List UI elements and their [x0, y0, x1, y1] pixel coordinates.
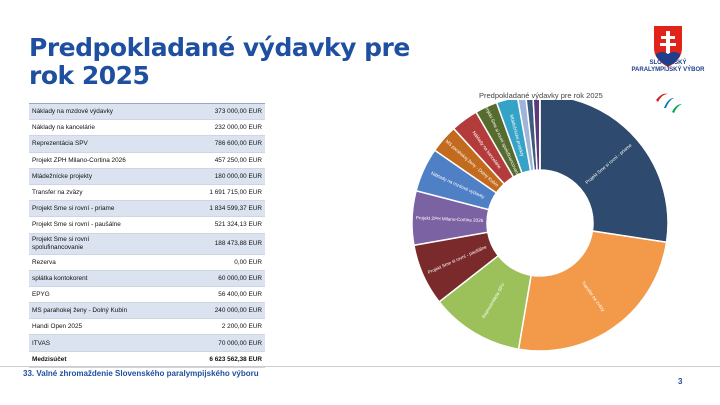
row-amount: 188 473,88 EUR: [145, 233, 265, 255]
row-label: Projekt Sme si rovní - priame: [29, 200, 145, 218]
row-amount: 232 000,00 EUR: [145, 119, 265, 137]
row-label: Náklady na kancelárie: [29, 119, 145, 137]
table-row: Transfer na zväzy 1 691 715,00 EUR: [29, 184, 265, 202]
row-label: Transfer na zväzy: [29, 184, 145, 202]
table-row: Projekt Sme si rovní - paušálne 521 324,1…: [29, 216, 265, 234]
row-label: Mládežnícke projekty: [29, 168, 145, 185]
spv-logo-icon: [654, 26, 682, 113]
row-label: EPYG: [29, 286, 145, 304]
table-row: Mládežnícke projekty 180 000,00 EUR: [29, 168, 265, 185]
logo-hills: [656, 52, 680, 66]
row-amount: 786 600,00 EUR: [145, 135, 265, 153]
row-amount: 1 834 599,37 EUR: [145, 200, 265, 218]
donut-slice: [517, 230, 668, 352]
row-amount: 0,00 EUR: [145, 254, 265, 271]
page-number: 3: [678, 377, 683, 386]
row-label: Náklady na mzdové výdavky: [29, 102, 145, 121]
row-amount: 373 000,00 EUR: [145, 102, 265, 121]
agitos-green: [672, 104, 682, 113]
slide-title: Predpokladané výdavky pre rok 2025: [29, 33, 410, 90]
table-row: Projekt Sme si rovní spolufinancovanie 18…: [29, 233, 265, 255]
table-row: Projekt ZPH Milano-Cortina 2026 457 250,0…: [29, 152, 265, 169]
slice-label: Projekt ZPH Milano-Cortina 2026: [416, 215, 484, 223]
row-amount: 180 000,00 EUR: [145, 168, 265, 185]
footer-text: 33. Valné zhromaždenie Slovenského paral…: [23, 369, 259, 378]
table-row: Reprezentácia SPV 786 600,00 EUR: [29, 135, 265, 153]
row-amount: 521 324,13 EUR: [145, 216, 265, 234]
row-label: Handi Open 2025: [29, 318, 145, 336]
logo-cross: [660, 31, 676, 54]
row-label: splátka kontokorent: [29, 270, 145, 287]
row-label: Projekt Sme si rovní spolufinancovanie: [29, 233, 145, 255]
footer-divider: [0, 366, 720, 367]
table-row: Rezerva 0,00 EUR: [29, 254, 265, 271]
row-label: Reprezentácia SPV: [29, 135, 145, 153]
row-amount: 457 250,00 EUR: [145, 152, 265, 169]
agitos-blue: [664, 98, 674, 108]
row-amount: 60 000,00 EUR: [145, 270, 265, 287]
row-amount: 2 200,00 EUR: [145, 318, 265, 336]
donut-slice: [539, 100, 669, 244]
row-label: Projekt Sme si rovní - paušálne: [29, 216, 145, 234]
expenses-table: Náklady na mzdové výdavky 373 000,00 EUR …: [29, 102, 265, 368]
row-label: Projekt ZPH Milano-Cortina 2026: [29, 152, 145, 169]
table-row: splátka kontokorent 60 000,00 EUR: [29, 270, 265, 287]
logo-text: SLOVENSKÝ PARALYMPIJSKÝ VÝBOR: [628, 60, 708, 74]
table-row: Projekt Sme si rovní - priame 1 834 599,3…: [29, 200, 265, 218]
row-label: ITVAS: [29, 334, 145, 352]
row-amount: 1 691 715,00 EUR: [145, 184, 265, 202]
row-amount: 56 400,00 EUR: [145, 286, 265, 304]
table-total-row: Medzisúčet 6 623 562,38 EUR: [29, 351, 265, 368]
table-row: MS parahokej ženy - Dolný Kubín 240 000,0…: [29, 302, 265, 320]
table-row: Náklady na mzdové výdavky 373 000,00 EUR: [29, 102, 265, 121]
table-row: EPYG 56 400,00 EUR: [29, 286, 265, 304]
table-row: Handi Open 2025 2 200,00 EUR: [29, 318, 265, 336]
table-row: Náklady na kancelárie 232 000,00 EUR: [29, 119, 265, 137]
chart-title: Predpokladané výdavky pre rok 2025: [479, 91, 603, 100]
row-amount: 240 000,00 EUR: [145, 302, 265, 320]
agitos-red: [656, 93, 668, 102]
logo-text-label: SLOVENSKÝ PARALYMPIJSKÝ VÝBOR: [631, 60, 705, 73]
total-amount: 6 623 562,38 EUR: [145, 351, 265, 368]
row-label: Rezerva: [29, 254, 145, 271]
total-label: Medzisúčet: [29, 351, 145, 368]
row-label: MS parahokej ženy - Dolný Kubín: [29, 302, 145, 320]
row-amount: 70 000,00 EUR: [145, 334, 265, 352]
table-row: ITVAS 70 000,00 EUR: [29, 334, 265, 352]
